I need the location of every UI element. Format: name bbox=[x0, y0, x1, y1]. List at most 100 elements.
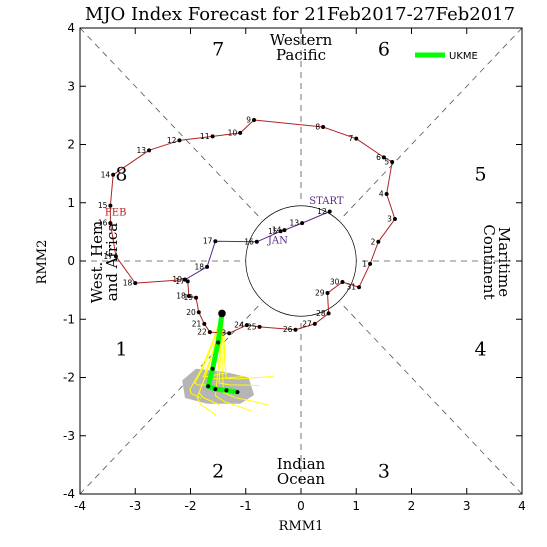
day-label: 12 bbox=[317, 207, 327, 216]
data-point bbox=[326, 311, 331, 316]
y-tick-label: 1 bbox=[67, 196, 75, 210]
data-point bbox=[244, 323, 249, 328]
data-point bbox=[354, 136, 359, 141]
data-point bbox=[257, 324, 262, 329]
day-label: 16 bbox=[98, 219, 108, 228]
day-label: 14 bbox=[101, 170, 111, 179]
data-point bbox=[202, 321, 207, 326]
day-label: 17 bbox=[203, 237, 213, 246]
data-point bbox=[207, 330, 212, 335]
day-label: 18 bbox=[176, 291, 186, 300]
day-label: 30 bbox=[330, 277, 340, 286]
ensemble-member-line bbox=[214, 313, 253, 412]
phase-boundary-line bbox=[339, 27, 523, 221]
x-tick-label: -1 bbox=[240, 499, 252, 513]
data-point bbox=[205, 264, 210, 269]
forecast-point bbox=[235, 390, 240, 395]
x-tick-label: -3 bbox=[129, 499, 141, 513]
data-point bbox=[390, 159, 395, 164]
forecast-point bbox=[216, 340, 221, 345]
day-label: 17 bbox=[175, 277, 185, 286]
data-point bbox=[282, 228, 287, 233]
y-tick-label: 0 bbox=[67, 254, 75, 268]
phase-label-7: 7 bbox=[212, 38, 224, 60]
ensemble-member-line bbox=[194, 313, 223, 387]
legend: UKME bbox=[415, 51, 478, 62]
day-label: 21 bbox=[192, 319, 202, 328]
data-point bbox=[186, 293, 191, 298]
data-point bbox=[185, 279, 190, 284]
day-label: 31 bbox=[346, 283, 356, 292]
forecast-point bbox=[210, 366, 215, 371]
day-label: 1 bbox=[362, 259, 367, 268]
phase-boundary-line bbox=[79, 27, 263, 221]
region-label-line2: Continent bbox=[480, 224, 498, 299]
data-point bbox=[196, 310, 201, 315]
data-point bbox=[368, 261, 373, 266]
data-point bbox=[194, 295, 199, 300]
data-point bbox=[213, 239, 218, 244]
x-tick-label: 0 bbox=[297, 499, 305, 513]
day-label: 16 bbox=[244, 237, 254, 246]
chart-title: MJO Index Forecast for 21Feb2017-27Feb20… bbox=[85, 4, 515, 25]
region-indian-ocean: Indian Ocean bbox=[277, 455, 326, 488]
day-label: 7 bbox=[348, 134, 353, 143]
month-label-start: START bbox=[309, 196, 344, 207]
phase-label-8: 8 bbox=[115, 164, 127, 186]
x-tick-label: 2 bbox=[408, 499, 416, 513]
data-point bbox=[108, 203, 113, 208]
region-label-line2: Ocean bbox=[277, 470, 326, 488]
day-label: 11 bbox=[200, 132, 210, 141]
ensemble-member-line bbox=[218, 313, 260, 387]
x-tick-label: 1 bbox=[352, 499, 360, 513]
day-label: 29 bbox=[315, 289, 325, 298]
data-point bbox=[238, 130, 243, 135]
x-tick-label: 4 bbox=[518, 499, 526, 513]
ensemble-member-line bbox=[196, 313, 223, 416]
region-label-line2: and Africa bbox=[103, 223, 121, 301]
month-label-feb: FEB bbox=[105, 208, 127, 219]
y-tick-label: -3 bbox=[63, 429, 75, 443]
day-label: 14 bbox=[272, 226, 282, 235]
ensemble-member-line bbox=[189, 313, 223, 399]
phase-label-5: 5 bbox=[475, 164, 487, 186]
region-western-pacific: Western Pacific bbox=[270, 31, 333, 64]
x-tick-label: -4 bbox=[74, 499, 86, 513]
day-label: 13 bbox=[290, 219, 300, 228]
day-label: 26 bbox=[283, 325, 293, 334]
data-point bbox=[321, 125, 326, 130]
data-point bbox=[147, 148, 152, 153]
region-label-line2: Pacific bbox=[276, 46, 326, 64]
month-label-jan: JAN bbox=[267, 236, 288, 247]
data-point bbox=[252, 118, 257, 123]
data-point bbox=[111, 172, 116, 177]
data-point bbox=[381, 155, 386, 160]
data-point bbox=[376, 239, 381, 244]
day-label: 8 bbox=[315, 123, 320, 132]
forecast-point bbox=[224, 388, 229, 393]
y-tick-label: 3 bbox=[67, 79, 75, 93]
region-label-line1: West. Hem bbox=[88, 221, 106, 304]
phase-boundaries bbox=[79, 27, 523, 495]
y-tick-label: -2 bbox=[63, 371, 75, 385]
data-point bbox=[227, 331, 232, 336]
data-point bbox=[384, 192, 389, 197]
data-point bbox=[327, 209, 332, 214]
phase-boundary-line bbox=[339, 301, 523, 495]
region-label-line1: Indian bbox=[277, 455, 326, 473]
data-point bbox=[300, 221, 305, 226]
region-label-line1: Maritime bbox=[495, 227, 513, 297]
data-point bbox=[325, 291, 330, 296]
day-label: 12 bbox=[167, 136, 177, 145]
region-maritime-continent: Maritime Continent bbox=[480, 224, 513, 299]
forecast-start-marker bbox=[218, 309, 226, 318]
day-label: 18 bbox=[195, 262, 205, 271]
data-point bbox=[254, 239, 259, 244]
data-point bbox=[312, 321, 317, 326]
data-point bbox=[278, 229, 283, 234]
region-west-hem-africa: West. Hem and Africa bbox=[88, 221, 121, 304]
